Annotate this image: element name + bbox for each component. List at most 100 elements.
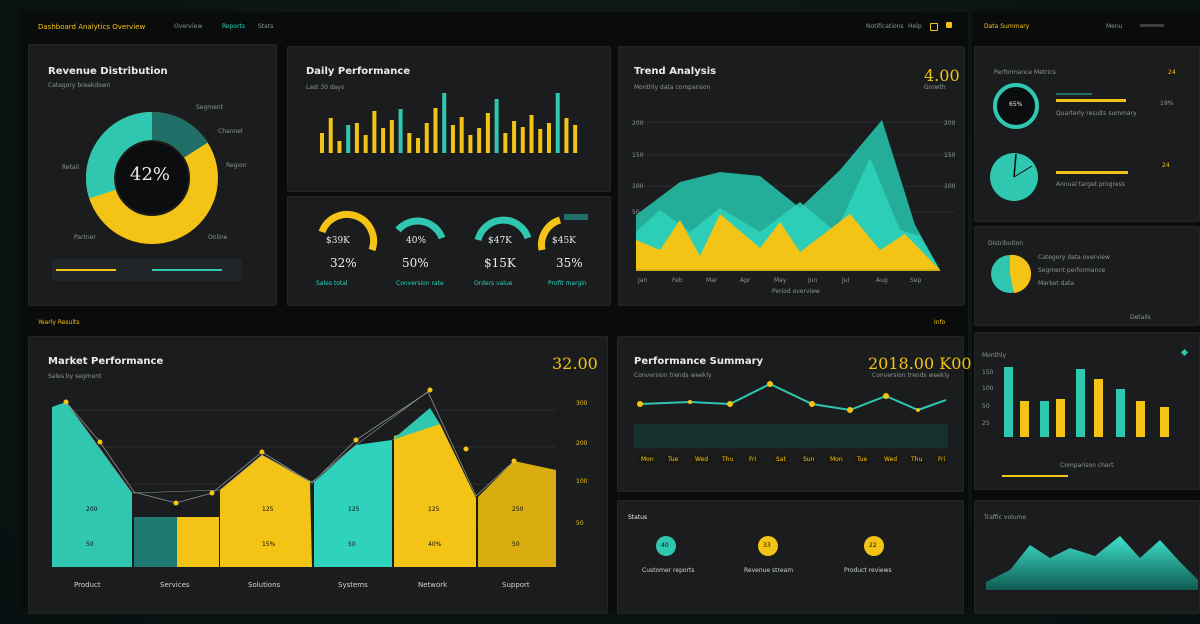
gauge-3-value: $47K	[488, 236, 512, 246]
nav-overview[interactable]: Overview	[174, 23, 203, 30]
donut-label-1: Segment	[196, 104, 223, 111]
monthly-bar	[1056, 399, 1065, 437]
gauge-3-label: Orders value	[474, 280, 513, 287]
distribution-footer: Details	[1130, 314, 1151, 321]
daily-bar	[573, 125, 578, 153]
status-dot-2: 33	[758, 536, 778, 556]
market-ytick-4: 50	[576, 520, 584, 527]
gauge-arc-4	[538, 216, 562, 251]
market-xlabel: Support	[502, 581, 530, 589]
section-title: Yearly Results	[38, 319, 80, 326]
market-band-1	[52, 402, 132, 567]
status-title: Status	[628, 514, 648, 521]
monthly-bar	[1004, 367, 1013, 437]
monthly-ytick-1: 150	[982, 369, 994, 376]
summary-xtick: Mon	[638, 454, 657, 465]
daily-bar	[468, 135, 473, 153]
metrics-value-3: 24	[1162, 162, 1170, 169]
daily-bar	[512, 121, 517, 153]
donut-center	[116, 142, 188, 214]
market-xlabel: Services	[160, 581, 190, 589]
area-xtick: Jul	[842, 277, 850, 284]
user-icon[interactable]	[946, 22, 952, 28]
market-band-5-cap	[392, 408, 440, 440]
traffic-chart	[986, 536, 1198, 590]
market-subtitle: Sales by segment	[48, 373, 102, 380]
summary-xtick: Wed	[692, 454, 712, 465]
gauges-panel	[287, 196, 611, 306]
daily-bar	[354, 123, 359, 153]
market-xlabel: Network	[418, 581, 448, 589]
summary-value-sub: Conversion trends weekly	[872, 372, 950, 379]
gauge-4-extra	[564, 214, 588, 220]
donut-title: Revenue Distribution	[48, 66, 168, 77]
daily-bar	[520, 127, 525, 153]
status-panel	[617, 500, 964, 614]
area-ytick-4: 50	[632, 209, 640, 216]
area-xtick: Jan	[638, 277, 648, 284]
donut-ring-dark	[151, 111, 208, 159]
side-menu[interactable]: Menu	[1106, 23, 1123, 30]
daily-bar	[346, 125, 351, 153]
daily-bar	[424, 123, 429, 153]
donut-subtitle: Category breakdown	[48, 82, 111, 89]
distribution-title: Distribution	[988, 240, 1024, 247]
traffic-area	[986, 536, 1198, 590]
market-trend-line-2	[65, 389, 431, 494]
notifications-link[interactable]: Notifications	[866, 23, 904, 30]
area-ytick-1: 200	[632, 120, 644, 127]
daily-bar	[328, 118, 333, 153]
market-xlabel: Systems	[338, 581, 368, 589]
daily-bar	[450, 125, 455, 153]
summary-subtitle: Conversion trends weekly	[634, 372, 712, 379]
metrics-bar-2	[1056, 171, 1128, 174]
market-band-bottom-label: 40%	[428, 541, 442, 548]
gauge-2-label: Conversion rate	[396, 280, 444, 287]
status-dot-3: 22	[864, 536, 884, 556]
daily-bar	[337, 141, 342, 153]
monthly-title: Monthly	[982, 352, 1007, 359]
monthly-bar	[1040, 401, 1049, 437]
market-band-top-label: 125	[348, 506, 360, 513]
nav-stats[interactable]: Stats	[258, 23, 274, 30]
donut-label-6: Online	[208, 234, 228, 241]
menu-icon[interactable]	[1140, 24, 1164, 27]
market-band-top-label: 125	[428, 506, 440, 513]
summary-xtick: Thu	[719, 454, 737, 465]
gauge-2-value: 40%	[406, 236, 427, 246]
market-band-bottom-label: 50	[348, 541, 356, 548]
settings-icon[interactable]	[930, 23, 938, 31]
side-title: Data Summary	[984, 23, 1030, 30]
daily-bar	[407, 133, 412, 153]
summary-panel	[617, 336, 964, 492]
gauge-arc-2	[395, 217, 446, 240]
market-band-bottom-label: 50	[512, 541, 520, 548]
gauge-1-value: $39K	[326, 236, 350, 246]
monthly-bar	[1094, 379, 1103, 437]
monthly-bar	[1076, 369, 1085, 437]
market-ytick-2: 200	[576, 440, 588, 447]
status-label-1: Customer reports	[642, 567, 695, 574]
market-band-top-label: 250	[512, 506, 524, 513]
daily-bar	[477, 128, 482, 153]
donut-ring-teal	[86, 112, 153, 199]
metrics-row-1: Quarterly results summary	[1056, 110, 1137, 117]
nav-reports[interactable]: Reports	[222, 23, 246, 30]
market-value: 32.00	[552, 354, 598, 373]
distribution-row-2: Segment performance	[1038, 267, 1106, 274]
donut-center-value: 42%	[130, 164, 171, 185]
summary-xtick: Wed	[881, 454, 901, 465]
monthly-bar	[1020, 401, 1029, 437]
market-band-top-label: 125	[262, 506, 274, 513]
area-subtitle: Monthly data comparison	[634, 84, 711, 91]
monthly-bar	[1160, 407, 1169, 437]
app-title: Dashboard Analytics Overview	[38, 23, 146, 31]
daily-bar	[555, 93, 560, 153]
market-band-3	[220, 455, 312, 567]
gauge-4-label: Profit margin	[548, 280, 587, 287]
gauge-4-pct: 35%	[556, 256, 583, 270]
market-ytick-3: 100	[576, 478, 588, 485]
help-link[interactable]: Help	[908, 23, 922, 30]
summary-xtick: Fri	[935, 454, 949, 465]
donut-label-5: Partner	[74, 234, 96, 241]
